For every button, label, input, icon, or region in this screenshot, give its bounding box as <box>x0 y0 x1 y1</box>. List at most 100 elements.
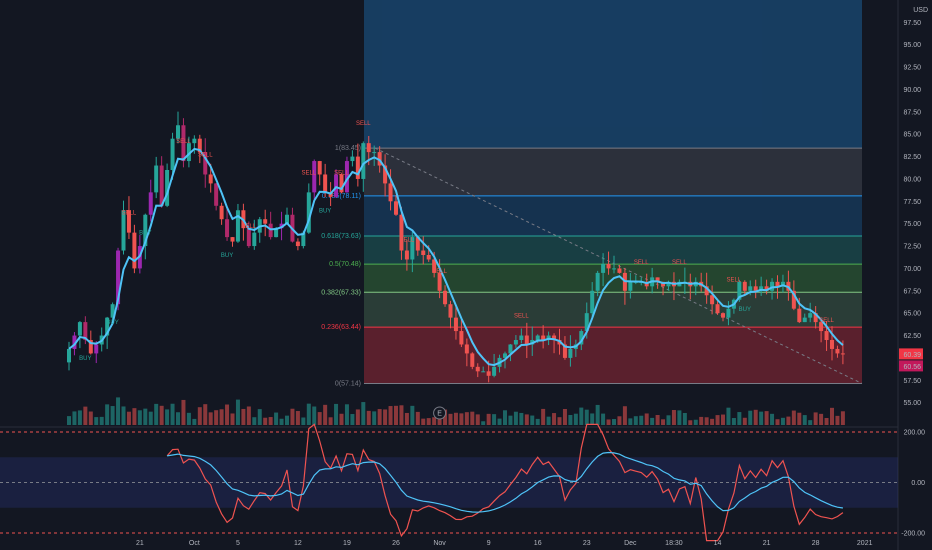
volume-bar <box>361 402 366 425</box>
volume-bar <box>759 411 764 425</box>
volume-bar <box>562 408 567 425</box>
volume-bar <box>170 403 175 425</box>
candle-body <box>453 317 458 332</box>
sell-signal: SELL <box>432 269 447 275</box>
sell-signal: SELL <box>176 139 191 145</box>
candle-body <box>791 290 796 309</box>
candle-body <box>503 353 507 358</box>
candle-body <box>737 281 742 300</box>
volume-bar <box>328 417 333 425</box>
volume-bar <box>279 418 284 425</box>
candle-body <box>279 223 284 229</box>
volume-bar <box>208 412 213 425</box>
time-tick-label: Nov <box>433 540 446 547</box>
candle-body <box>590 290 595 314</box>
candle-body <box>203 152 208 175</box>
volume-bar <box>94 417 99 425</box>
fib-zone <box>364 148 862 196</box>
buy-signal: BUY <box>319 208 331 214</box>
fib-label: 0.786(78.11) <box>322 193 361 200</box>
candle-body <box>176 125 180 139</box>
candle-body <box>443 290 448 305</box>
volume-bar <box>579 407 584 425</box>
volume-bar <box>666 415 671 425</box>
volume-bar <box>601 413 606 425</box>
price-tick-label: 62.50 <box>903 333 921 340</box>
volume-bar <box>399 405 404 425</box>
candle-body <box>301 232 306 247</box>
volume-bar <box>214 410 219 425</box>
volume-bar <box>437 415 442 425</box>
volume-bar <box>731 418 736 425</box>
candle-body <box>628 281 633 291</box>
candle-body <box>721 313 725 318</box>
volume-bar <box>770 413 775 425</box>
volume-bar <box>285 415 289 425</box>
oscillator-tick-label: -200.00 <box>901 531 925 538</box>
volume-bar <box>235 399 240 425</box>
candle-body <box>655 277 660 282</box>
candle-body <box>448 304 453 318</box>
second-price-label: 60.56 <box>903 364 921 371</box>
candle-body <box>601 263 606 273</box>
volume-bar <box>508 415 513 425</box>
volume-bar <box>306 403 311 425</box>
fib-zone <box>364 292 862 328</box>
volume-bar <box>154 403 159 425</box>
volume-bar <box>268 417 273 425</box>
volume-bar <box>148 411 153 425</box>
volume-bar <box>83 406 88 425</box>
volume-bar <box>802 415 807 425</box>
candle-body <box>584 313 589 332</box>
volume-bar <box>612 419 616 425</box>
buy-signal: BUY <box>221 253 233 259</box>
candle-body <box>808 313 813 318</box>
volume-bar <box>590 413 595 425</box>
candle-body <box>394 201 398 215</box>
volume-bar <box>225 404 230 425</box>
volume-bar <box>192 418 197 425</box>
candle-body <box>383 165 388 184</box>
volume-bar <box>421 418 426 425</box>
buy-signal: BUY <box>139 231 151 237</box>
candle-body <box>748 286 753 291</box>
candle-body <box>568 348 573 358</box>
time-tick-label: 9 <box>487 540 491 547</box>
candle-body <box>802 317 807 323</box>
candle-body <box>519 335 524 340</box>
volume-bar <box>323 404 328 425</box>
sell-signal: SELL <box>400 237 415 243</box>
sell-signal: SELL <box>672 260 687 266</box>
candle-body <box>323 174 328 193</box>
candle-body <box>666 281 671 287</box>
volume-bar <box>383 409 388 425</box>
candle-body <box>535 335 540 340</box>
earnings-marker-label: E <box>437 411 442 418</box>
candle-body <box>186 143 191 162</box>
volume-bar <box>824 417 829 425</box>
candle-body <box>154 165 159 193</box>
time-tick-label: 26 <box>392 540 400 547</box>
fib-label: 0.236(63.44) <box>321 324 361 331</box>
candle-body <box>165 170 170 206</box>
buy-signal: BUY <box>79 356 91 362</box>
price-tick-label: 92.50 <box>903 65 921 72</box>
volume-bar <box>464 412 469 425</box>
candle-body <box>508 344 513 354</box>
last-price-label: 60.39 <box>903 352 921 359</box>
volume-bar <box>791 410 796 425</box>
volume-bar <box>372 411 377 425</box>
sell-signal: SELL <box>301 170 316 176</box>
candle-body <box>361 143 366 179</box>
candle-body <box>797 308 802 323</box>
currency-label: USD <box>913 7 928 14</box>
volume-bar <box>492 414 497 425</box>
price-tick-label: 85.00 <box>903 132 921 139</box>
volume-bar <box>780 417 785 425</box>
volume-bar <box>524 414 529 425</box>
time-tick-label: 12 <box>294 540 302 547</box>
candle-body <box>715 304 720 314</box>
buy-signal: BUY <box>106 320 118 326</box>
